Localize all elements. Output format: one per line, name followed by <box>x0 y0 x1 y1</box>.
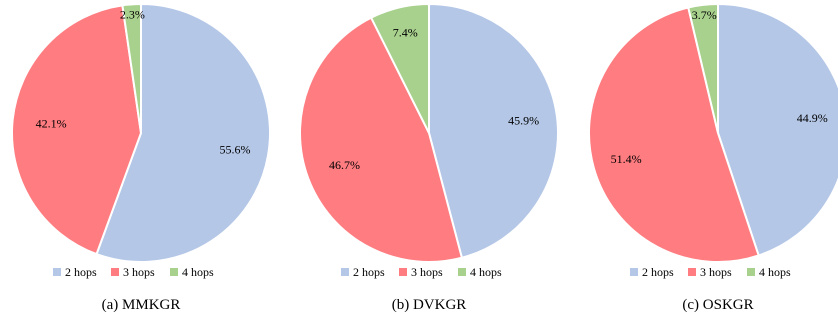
pie-chart-2: 45.9% 46.7% 7.4% 2 hops 3 hops 4 hops (b) DVKG… <box>299 2 559 313</box>
slice-label: 3.7% <box>692 8 717 22</box>
pie-slice-3-hops <box>299 16 464 263</box>
pie-slice-4-hops <box>369 2 430 134</box>
subfigure-caption: (b) DVKGR <box>392 297 467 313</box>
legend-label: 2 hops <box>65 265 97 279</box>
slice-label: 7.4% <box>393 26 418 40</box>
pie-slice-2-hops <box>717 2 838 257</box>
legend-swatch <box>630 268 638 276</box>
legend-swatch <box>688 268 696 276</box>
legend: 2 hops 3 hops 4 hops <box>53 265 214 279</box>
legend-swatch <box>170 268 178 276</box>
pie-slice-4-hops <box>687 2 719 134</box>
subfigure-caption: (a) MMKGR <box>102 297 181 313</box>
subfigure-caption: (c) OSKGR <box>682 297 753 313</box>
pie-slice-3-hops <box>11 4 143 256</box>
legend-label: 2 hops <box>642 265 674 279</box>
pie-slice-2-hops <box>95 2 271 263</box>
slice-label: 55.6% <box>219 143 250 157</box>
pie-slice-3-hops <box>588 6 760 263</box>
slice-label: 46.7% <box>329 158 360 172</box>
slice-label: 42.1% <box>36 117 67 131</box>
pie-slice-2-hops <box>428 2 559 259</box>
slice-label: 44.9% <box>797 111 828 125</box>
legend-swatch <box>458 268 466 276</box>
legend: 2 hops 3 hops 4 hops <box>341 265 502 279</box>
pie-chart-1: 55.6% 42.1% 2.3% 2 hops 3 hops 4 hops (a) MMKG… <box>11 2 271 313</box>
legend-label: 4 hops <box>470 265 502 279</box>
legend-swatch <box>53 268 61 276</box>
slice-label: 51.4% <box>611 152 642 166</box>
legend-label: 3 hops <box>700 265 732 279</box>
slice-label: 2.3% <box>120 8 145 22</box>
legend-swatch <box>747 268 755 276</box>
legend-label: 4 hops <box>182 265 214 279</box>
legend: 2 hops 3 hops 4 hops <box>630 265 791 279</box>
slice-label: 45.9% <box>508 114 539 128</box>
pie-slice-4-hops <box>121 2 142 134</box>
legend-label: 4 hops <box>759 265 791 279</box>
pie-chart-3: 44.9% 51.4% 3.7% 2 hops 3 hops 4 hops (c) OSKG… <box>588 2 838 313</box>
legend-swatch <box>111 268 119 276</box>
legend-label: 2 hops <box>353 265 385 279</box>
legend-swatch <box>341 268 349 276</box>
legend-label: 3 hops <box>123 265 155 279</box>
legend-label: 3 hops <box>411 265 443 279</box>
legend-swatch <box>399 268 407 276</box>
